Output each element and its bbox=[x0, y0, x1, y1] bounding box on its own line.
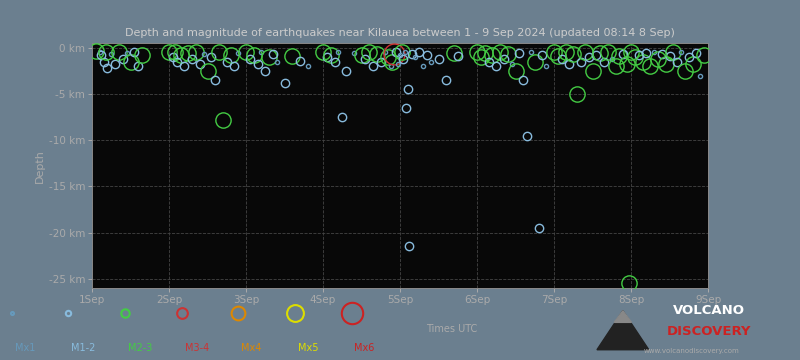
Text: M1-2: M1-2 bbox=[71, 343, 96, 353]
Text: Mx1: Mx1 bbox=[14, 343, 35, 353]
Polygon shape bbox=[597, 311, 649, 350]
Text: Mx6: Mx6 bbox=[354, 343, 375, 353]
Text: Times UTC: Times UTC bbox=[426, 324, 478, 334]
Text: M2-3: M2-3 bbox=[128, 343, 152, 353]
Text: M3-4: M3-4 bbox=[185, 343, 209, 353]
Text: VOLCANO: VOLCANO bbox=[674, 304, 746, 317]
Text: Mx5: Mx5 bbox=[298, 343, 318, 353]
Text: www.volcanodiscovery.com: www.volcanodiscovery.com bbox=[644, 348, 740, 354]
Title: Depth and magnitude of earthquakes near Kilauea between 1 - 9 Sep 2024 (updated : Depth and magnitude of earthquakes near … bbox=[125, 28, 675, 38]
Polygon shape bbox=[614, 311, 631, 323]
Text: DISCOVERY: DISCOVERY bbox=[667, 325, 751, 338]
Y-axis label: Depth: Depth bbox=[34, 149, 44, 183]
Text: Mx4: Mx4 bbox=[241, 343, 262, 353]
